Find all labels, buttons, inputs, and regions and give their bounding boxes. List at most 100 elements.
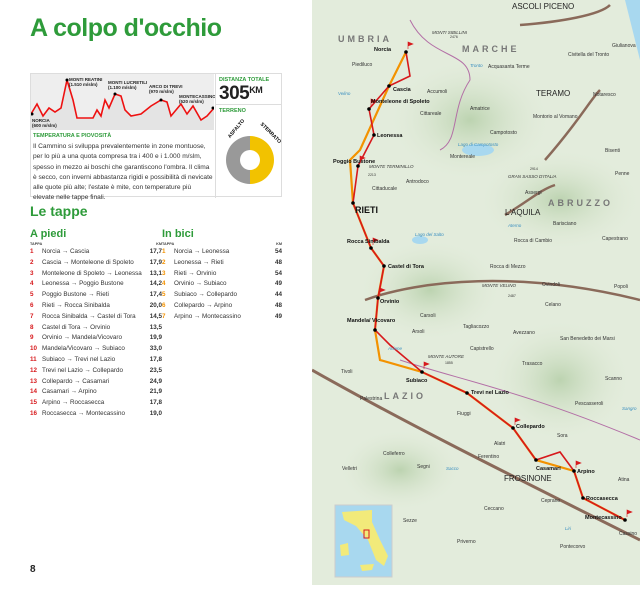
town-label: Alatri bbox=[494, 441, 505, 447]
stage-row: 2 Leonessa → Rieti 48 bbox=[162, 258, 282, 269]
peak-elevation: 2487 bbox=[508, 294, 516, 298]
stages-heading: Le tappe bbox=[30, 203, 88, 219]
terrain-donut: ASFALTO STERRATO bbox=[226, 118, 282, 184]
stage-row: 6 Collepardo → Arpino 48 bbox=[162, 301, 282, 312]
stage-number: 6 bbox=[30, 301, 34, 309]
stage-km: 54 bbox=[274, 269, 282, 277]
stop-label: RIETI bbox=[355, 205, 378, 215]
town-label: Carsoli bbox=[420, 313, 436, 319]
stage-route: Collepardo → Casamari bbox=[42, 377, 110, 385]
stop-label: Rocca Sinibalda bbox=[347, 239, 390, 245]
city-label: ASCOLI PICENO bbox=[512, 2, 574, 11]
page-title: A colpo d'occhio bbox=[30, 14, 222, 42]
stage-number: 1 bbox=[162, 248, 166, 255]
stage-number: 10 bbox=[30, 345, 38, 353]
town-label: Arsoli bbox=[412, 329, 425, 335]
summary-panel: DISTANZA TOTALE 305KM TERRENO ASFALTO ST… bbox=[215, 74, 282, 198]
stage-km: 24,9 bbox=[149, 377, 162, 385]
stage-route: Casamari → Arpino bbox=[42, 388, 97, 396]
stage-number: 14 bbox=[30, 388, 38, 396]
stop-label: Subiaco bbox=[406, 378, 428, 384]
flag-icon bbox=[423, 361, 430, 369]
water-label: Lago del Salto bbox=[415, 232, 444, 237]
stop-label: Norcia bbox=[374, 47, 392, 53]
stop-marker bbox=[404, 50, 408, 54]
water-label: Liri bbox=[565, 526, 572, 531]
town-label: Ferentino bbox=[478, 454, 499, 460]
flag-icon bbox=[359, 155, 366, 163]
stop-label: Poggio Bustone bbox=[333, 159, 375, 165]
region-label: LAZIO bbox=[384, 391, 426, 401]
map-canvas: Norcia Cascia Monteleone di Spoleto Leoness… bbox=[311, 0, 640, 585]
stage-number: 7 bbox=[162, 312, 166, 320]
profile-label: MONTI REATINI bbox=[69, 77, 103, 82]
stage-route: Norcia → Leonessa bbox=[174, 248, 230, 255]
town-label: Campotosto bbox=[490, 130, 517, 136]
col-stage: TAPPA bbox=[162, 242, 175, 246]
distance-value: 305KM bbox=[219, 83, 279, 105]
mountain-label: GRAN SASSO D'ITALIA bbox=[508, 174, 557, 179]
water-label: Aniene bbox=[387, 346, 403, 351]
stop-label: Monteleone di Spoleto bbox=[371, 99, 430, 105]
stop-label: Mandela/ Vicovaro bbox=[347, 318, 396, 324]
stage-km: 13,5 bbox=[149, 323, 162, 331]
distance-label: DISTANZA TOTALE bbox=[219, 77, 270, 83]
stage-km: 14,5 bbox=[149, 312, 162, 320]
town-label: Rocca di Mezzo bbox=[490, 264, 526, 270]
stage-km: 23,5 bbox=[149, 366, 162, 374]
stage-number: 5 bbox=[30, 291, 34, 299]
distance-unit: KM bbox=[249, 85, 263, 95]
left-page: A colpo d'occhio NORCIA (600 m/slm) MONTI… bbox=[0, 0, 312, 585]
stage-route: Subiaco → Trevi nel Lazio bbox=[42, 355, 116, 363]
stage-route: Roccasecca → Montecassino bbox=[42, 409, 125, 417]
town-label: San Benedetto dei Marsi bbox=[560, 336, 615, 342]
town-label: Tivoli bbox=[341, 369, 352, 375]
profile-elev: (600 m/slm) bbox=[32, 123, 57, 128]
stage-row: 6 Rieti → Rocca Sinibalda 20,0 bbox=[30, 301, 162, 312]
bike-heading: In bici bbox=[162, 228, 194, 240]
town-label: Atina bbox=[618, 477, 630, 483]
stage-route: Cascia → Monteleone di Spoleto bbox=[42, 258, 134, 266]
stage-row: 12 Trevi nel Lazio → Collepardo 23,5 bbox=[30, 366, 162, 377]
stop-marker bbox=[623, 518, 627, 522]
profile-elev: (1.510 m/slm) bbox=[69, 82, 98, 87]
mountain-label: MONTE VELINO bbox=[482, 283, 517, 288]
elevation-profile: NORCIA (600 m/slm) MONTI REATINI (1.510 m/… bbox=[30, 74, 216, 130]
water-label: Sacco bbox=[446, 466, 459, 471]
stage-number: 16 bbox=[30, 409, 38, 417]
stage-route: Leonessa → Poggio Bustone bbox=[42, 280, 124, 288]
stop-marker bbox=[511, 426, 515, 430]
stage-route: Poggio Bustone → Rieti bbox=[42, 291, 109, 299]
stop-marker bbox=[420, 370, 424, 374]
stage-number: 11 bbox=[30, 355, 37, 363]
stage-row: 5 Poggio Bustone → Rieti 17,4 bbox=[30, 290, 162, 301]
stage-row: 4 Orvinio → Subiaco 49 bbox=[162, 279, 282, 290]
elevation-profile-graph bbox=[30, 78, 215, 130]
col-stage: TAPPA bbox=[30, 242, 43, 246]
stop-marker bbox=[369, 246, 373, 250]
walk-stages: A piedi TAPPA KM 1 Norcia → Cascia 17,7 2 Cas… bbox=[30, 228, 162, 420]
stop-marker bbox=[376, 296, 380, 300]
town-label: Amatrice bbox=[470, 106, 490, 112]
town-label: Bisenti bbox=[605, 148, 620, 154]
town-label: Montorio al Vomano bbox=[533, 114, 578, 120]
stage-route: Arpino → Montecassino bbox=[174, 312, 241, 320]
route-map: Norcia Cascia Monteleone di Spoleto Leoness… bbox=[311, 0, 640, 585]
stage-route: Mandela/Vicovaro → Subiaco bbox=[42, 345, 125, 353]
town-label: Segni bbox=[417, 464, 430, 470]
climate-section: TEMPERATURA E PIOVOSITÀ Il Cammino si sv… bbox=[33, 133, 214, 204]
city-label: FROSINONE bbox=[504, 474, 552, 483]
stop-marker bbox=[351, 201, 355, 205]
stage-km: 21,9 bbox=[149, 388, 162, 396]
mountain-label: MONTI SIBILLINI bbox=[432, 30, 468, 35]
stage-row: 16 Roccasecca → Montecassino 19,0 bbox=[30, 409, 162, 420]
town-label: Montereale bbox=[450, 154, 475, 160]
col-km: KM bbox=[156, 242, 162, 246]
stage-row: 9 Orvinio → Mandela/Vicovaro 19,9 bbox=[30, 333, 162, 344]
dirt-slice bbox=[250, 136, 274, 184]
town-label: Tagliacozzo bbox=[463, 324, 489, 330]
town-label: Scanno bbox=[605, 376, 622, 382]
stage-km: 13,1 bbox=[149, 269, 162, 277]
water-label: Tronto bbox=[470, 63, 483, 68]
stage-route: Subiaco → Collepardo bbox=[174, 291, 238, 299]
